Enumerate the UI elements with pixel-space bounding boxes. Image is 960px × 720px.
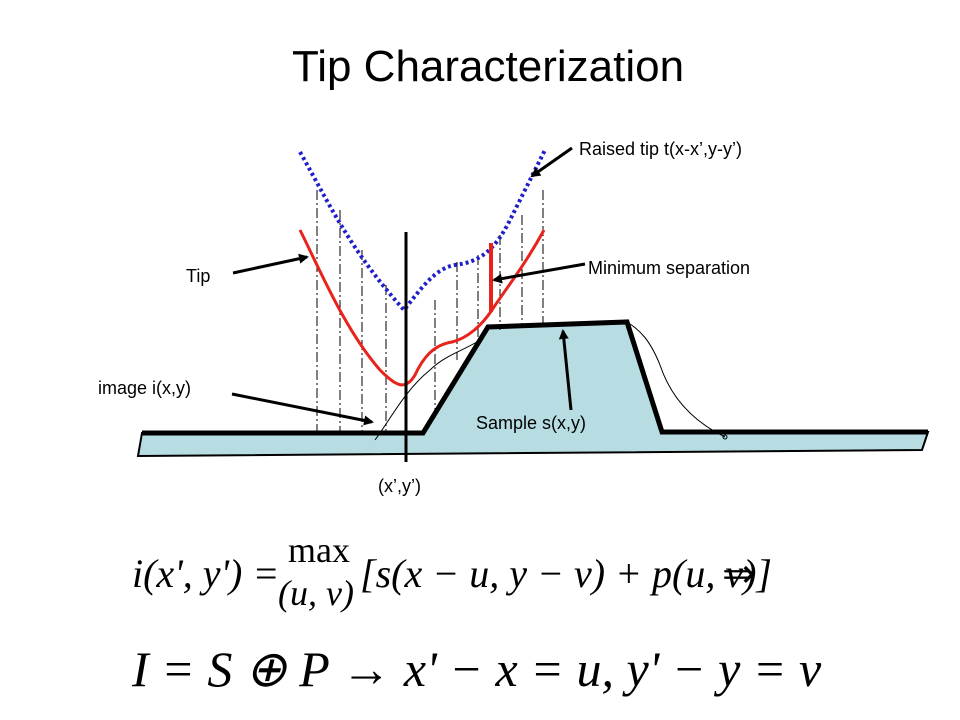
raised-tip-arrow [530, 146, 573, 178]
tip-arrow [232, 253, 309, 275]
minimum-separation-label: Minimum separation [588, 258, 751, 278]
equation-1-lhs: i(x', y') = [132, 551, 279, 596]
equation-1-max-sub: (u, v) [278, 573, 354, 613]
sample-arrow [558, 329, 573, 411]
sample-surface [142, 319, 928, 436]
raised-tip-label: Raised tip t(x-x’,y-y’) [579, 139, 743, 159]
equation-2: I = S ⊕ P → x' − x = u, y' − y = v [131, 641, 822, 697]
equation-1-max: max [288, 530, 350, 570]
image-label: image i(x,y) [98, 378, 192, 398]
sample-label: Sample s(x,y) [476, 413, 587, 433]
image-curve [374, 321, 726, 441]
guide-lines [316, 190, 544, 432]
image-arrow [231, 392, 374, 426]
position-label: (x’,y’) [378, 476, 421, 496]
image-end-dot [722, 434, 728, 440]
equation-1-rhs: [s(x − u, y − v) + p(u, v)] [360, 551, 772, 596]
minimum-separation-arrow [492, 262, 586, 284]
tip-curve [298, 229, 546, 387]
slide-title: Tip Characterization [291, 42, 685, 91]
tip-label: Tip [186, 266, 211, 286]
equation-1-implies: ⇒ [722, 551, 756, 596]
equation-1: i(x', y') = max (u, v) [s(x − u, y − v) … [132, 530, 772, 613]
sample-shape [136, 320, 930, 458]
